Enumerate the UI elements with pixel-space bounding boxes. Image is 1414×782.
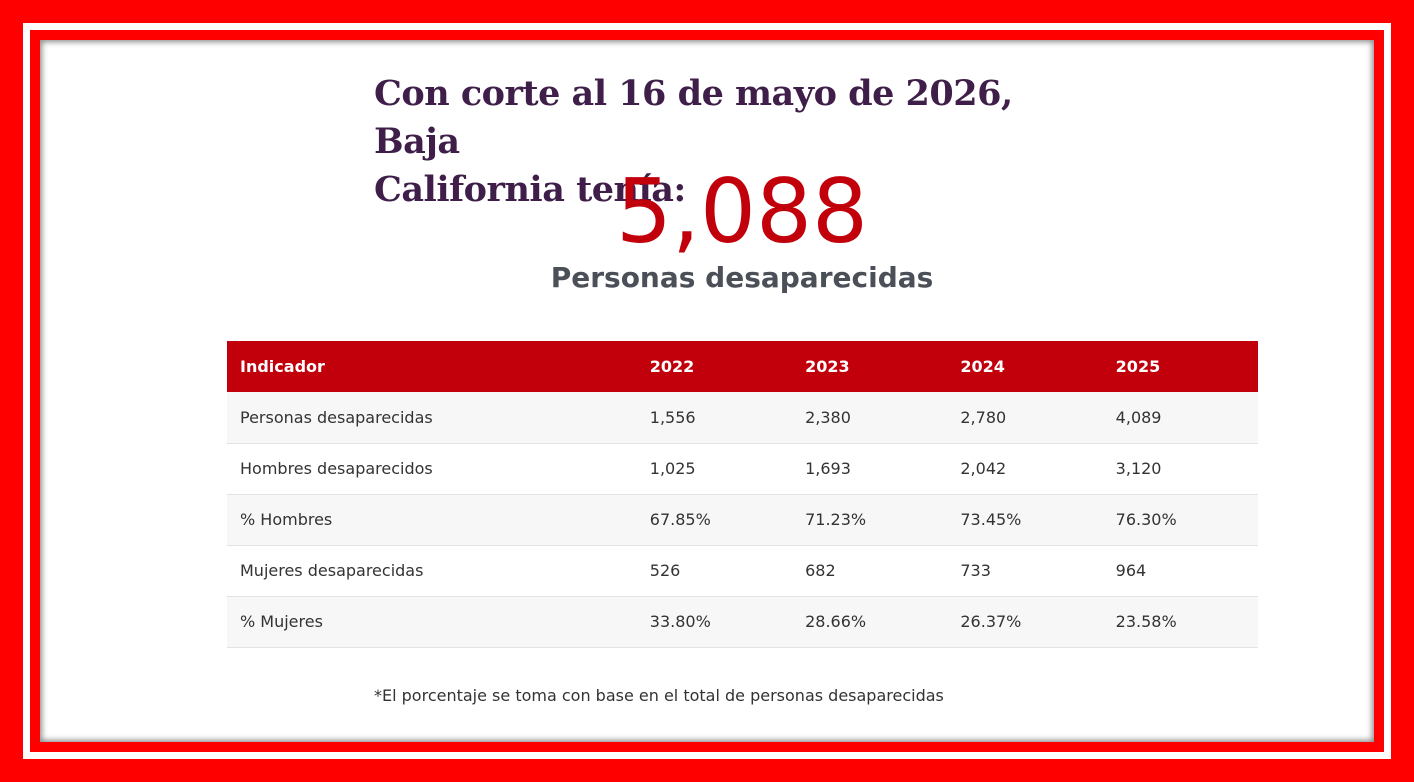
table-cell: 4,089 [1102, 392, 1258, 444]
table-row: Mujeres desaparecidas 526 682 733 964 [227, 545, 1258, 597]
table-cell: 1,693 [792, 443, 948, 495]
table-cell: 33.80% [636, 596, 793, 648]
header-year-2022: 2022 [636, 341, 793, 392]
headline-line-2: California tenía: [374, 169, 686, 210]
table-cell: 3,120 [1102, 443, 1258, 495]
headline: Con corte al 16 de mayo de 2026, Baja Ca… [374, 70, 1054, 214]
table-cell: 2,380 [792, 392, 948, 444]
row-label: Hombres desaparecidos [227, 443, 637, 495]
table-cell: 682 [792, 545, 948, 597]
table-cell: 28.66% [792, 596, 948, 648]
table-cell: 76.30% [1102, 494, 1258, 546]
table-cell: 23.58% [1102, 596, 1258, 648]
table-row: % Mujeres 33.80% 28.66% 26.37% 23.58% [227, 596, 1258, 648]
total-missing-value: 5,088 [616, 160, 868, 263]
table-cell: 733 [947, 545, 1103, 597]
row-label: Mujeres desaparecidas [227, 545, 637, 597]
table-cell: 1,556 [636, 392, 793, 444]
table-cell: 71.23% [792, 494, 948, 546]
table-cell: 73.45% [947, 494, 1103, 546]
indicators-table: Indicador 2022 2023 2024 2025 Personas d… [227, 341, 1258, 648]
header-year-2023: 2023 [792, 341, 948, 392]
row-label: % Hombres [227, 494, 637, 546]
headline-line-1: Con corte al 16 de mayo de 2026, Baja [374, 73, 1013, 162]
header-indicator: Indicador [227, 341, 637, 392]
table-cell: 964 [1102, 545, 1258, 597]
table-row: Personas desaparecidas 1,556 2,380 2,780… [227, 392, 1258, 444]
table-body: Personas desaparecidas 1,556 2,380 2,780… [227, 392, 1258, 648]
footnote: *El porcentaje se toma con base en el to… [374, 686, 944, 705]
table-cell: 526 [636, 545, 793, 597]
header-year-2025: 2025 [1102, 341, 1258, 392]
row-label: Personas desaparecidas [227, 392, 637, 444]
row-label: % Mujeres [227, 596, 637, 648]
table-cell: 2,780 [947, 392, 1103, 444]
total-missing-label: Personas desaparecidas [550, 261, 934, 294]
header-year-2024: 2024 [947, 341, 1103, 392]
table-header: Indicador 2022 2023 2024 2025 [227, 341, 1258, 392]
table-cell: 1,025 [636, 443, 793, 495]
table-cell: 26.37% [947, 596, 1103, 648]
table-row: Hombres desaparecidos 1,025 1,693 2,042 … [227, 443, 1258, 495]
table-header-row: Indicador 2022 2023 2024 2025 [227, 341, 1258, 392]
table-cell: 67.85% [636, 494, 793, 546]
table-cell: 2,042 [947, 443, 1103, 495]
table-row: % Hombres 67.85% 71.23% 73.45% 76.30% [227, 494, 1258, 546]
